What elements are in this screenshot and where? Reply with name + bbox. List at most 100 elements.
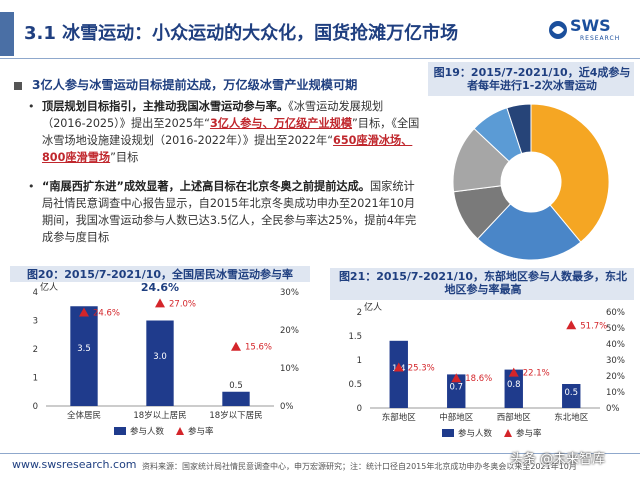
fig20-caption-bg: [10, 266, 310, 282]
sws-logo-icon: [549, 21, 567, 39]
legend-swatch-bars: [114, 427, 126, 435]
logo-subtext: RESEARCH: [580, 35, 621, 42]
rate-marker-1: [451, 373, 462, 383]
fig21-caption-bg: [330, 268, 634, 300]
y-left-tick-label: 3: [33, 317, 38, 327]
fig21-bar-chart: 亿人00.511.520%10%20%30%40%50%60%1.4东部地区25…: [348, 301, 625, 439]
fig19-pie-chart: [452, 103, 610, 261]
footer-source-note: 资料来源：国家统计局社情民意调查中心，申万宏源研究；注：统计口径自2015年北京…: [142, 462, 577, 471]
x-tick-label: 东北地区: [554, 412, 589, 423]
legend-label-bars: 参与人数: [458, 428, 493, 439]
bar-2: [222, 391, 250, 406]
footer-divider: [0, 453, 640, 454]
bullet2-text: 国家统计局社情民意调查中心报告显示，自2015年北京冬奥成功申办至2021年10…: [42, 180, 417, 244]
bar-value-label: 3.5: [77, 344, 91, 354]
y-left-tick-label: 0: [357, 404, 362, 414]
fig19-caption: 图19：2015/7-2021/10，近4成参与者每年进行1-2次冰雪运动: [433, 66, 631, 92]
y-right-tick-label: 60%: [606, 308, 625, 318]
y-right-tick-label: 0%: [606, 404, 620, 414]
bullet1-highlight-1: 3亿人参与、万亿级产业规模: [209, 117, 353, 130]
bar-1: [146, 320, 174, 406]
y-right-tick-label: 10%: [280, 364, 299, 374]
y-right-tick-label: 40%: [606, 340, 625, 350]
bar-0: [70, 306, 98, 406]
bar-0: [389, 340, 408, 408]
fig20-caption: 图20：2015/7-2021/10，全国居民冰雪运动参与率24.6%: [26, 268, 294, 294]
rate-value-label: 15.6%: [245, 343, 272, 353]
rate-marker-3: [566, 320, 577, 330]
x-tick-label: 西部地区: [497, 412, 532, 423]
bullet-dot-icon: •: [28, 100, 35, 113]
y-left-tick-label: 1: [33, 374, 38, 384]
y-left-tick-label: 2: [357, 308, 362, 318]
bar-value-label: 0.5: [229, 381, 243, 391]
fig20-bar-chart: 亿人 0 1 2 3 4 0% 10% 20% 30% 3.5 全体居民 24.6% 3.0 18岁以上居民…: [33, 282, 299, 437]
bullet-dot-icon: •: [28, 180, 35, 193]
y-left-tick-label: 1: [357, 356, 362, 366]
pie-slice-5: [506, 103, 532, 155]
bar-1: [447, 374, 466, 408]
watermark: 头条 @未来智库: [510, 452, 606, 467]
bar-value-label: 0.8: [507, 380, 521, 390]
y-right-tick-label: 10%: [606, 388, 625, 398]
legend-label-rate: 参与率: [516, 428, 542, 439]
header-accent-bar: [0, 12, 14, 56]
rate-marker-0: [79, 307, 89, 317]
bullet-paragraph-1: • 顶层规划目标指引，主推动我国冰雪运动参与率。《冰雪运动发展规划（2016-2…: [28, 98, 420, 166]
y-left-tick-label: 0: [33, 402, 38, 412]
header-divider: [0, 58, 640, 59]
y-axis-unit-label: 亿人: [40, 282, 58, 293]
y-right-tick-label: 20%: [606, 372, 625, 382]
bullet1-highlight-2: 650座滑冰场、800座滑雪场: [42, 134, 413, 164]
y-right-tick-label: 0%: [280, 402, 294, 412]
fig21-caption: 图21：2015/7-2021/10，东部地区参与人数最多，东北地区参与率最高: [338, 270, 628, 296]
square-bullet-icon: [14, 81, 22, 90]
logo-text: SWS: [570, 16, 611, 35]
pie-slice-0: [530, 103, 610, 243]
y-left-tick-label: 0.5: [348, 380, 362, 390]
bar-3: [562, 384, 581, 408]
bullet1-text-1: 《冰雪运动发展规划（2016-2025）》提出至2025年“: [42, 100, 384, 130]
rate-value-label: 27.0%: [169, 299, 196, 309]
x-tick-label: 18岁以下居民: [209, 410, 262, 421]
legend-label-bars: 参与人数: [130, 426, 165, 437]
rate-value-label: 25.3%: [408, 364, 435, 374]
page-title: 3.1 冰雪运动：小众运动的大众化，国货抢滩万亿市场: [24, 23, 459, 44]
bar-value-label: 0.5: [564, 388, 578, 398]
rate-value-label: 24.6%: [93, 309, 120, 319]
x-tick-label: 全体居民: [67, 410, 101, 421]
legend-swatch-bars: [442, 429, 454, 437]
x-tick-label: 中部地区: [439, 412, 474, 423]
rate-marker-1: [155, 298, 165, 308]
footer-url-link[interactable]: www.swsresearch.com: [12, 458, 137, 471]
legend-swatch-rate: [176, 427, 184, 435]
x-tick-label: 18岁以上居民: [133, 410, 186, 421]
rate-value-label: 18.6%: [465, 374, 492, 384]
bullet1-text-3: ”目标: [110, 151, 139, 164]
y-right-tick-label: 30%: [606, 356, 625, 366]
rate-value-label: 51.7%: [580, 321, 607, 331]
y-axis-unit-label: 亿人: [364, 301, 382, 313]
y-left-tick-label: 2: [33, 345, 38, 355]
bar-value-label: 0.7: [449, 383, 463, 393]
y-left-tick-label: 1.5: [348, 332, 362, 342]
rate-marker-0: [393, 362, 404, 372]
pie-slice-1: [476, 203, 582, 261]
bar-2: [504, 369, 523, 408]
bullet-paragraph-2: • “南展西扩东进”成效显著，上述高目标在北京冬奥之前提前达成。国家统计局社情民…: [28, 178, 420, 246]
fig19-caption-bg: [428, 62, 634, 96]
section-heading: 3亿人参与冰雪运动目标提前达成，万亿级冰雪产业规模可期: [14, 75, 424, 93]
bar-value-label: 3.0: [153, 352, 167, 362]
x-tick-label: 东部地区: [382, 412, 417, 423]
rate-marker-2: [508, 367, 519, 377]
legend-swatch-rate: [504, 429, 512, 437]
rate-value-label: 22.1%: [523, 369, 550, 379]
bullet1-text-2: ”目标，《全国冰雪场地设施建设规划（2016-2022年）》提出至2022年“: [42, 117, 420, 147]
y-left-tick-label: 4: [33, 288, 38, 298]
legend-label-rate: 参与率: [188, 426, 214, 437]
bullet2-lead: “南展西扩东进”成效显著，上述高目标在北京冬奥之前提前达成。: [42, 180, 370, 193]
y-right-tick-label: 50%: [606, 324, 625, 334]
section-heading-text: 3亿人参与冰雪运动目标提前达成，万亿级冰雪产业规模可期: [32, 78, 358, 92]
bullet1-lead: 顶层规划目标指引，主推动我国冰雪运动参与率。: [42, 100, 289, 113]
rate-marker-2: [231, 341, 241, 351]
